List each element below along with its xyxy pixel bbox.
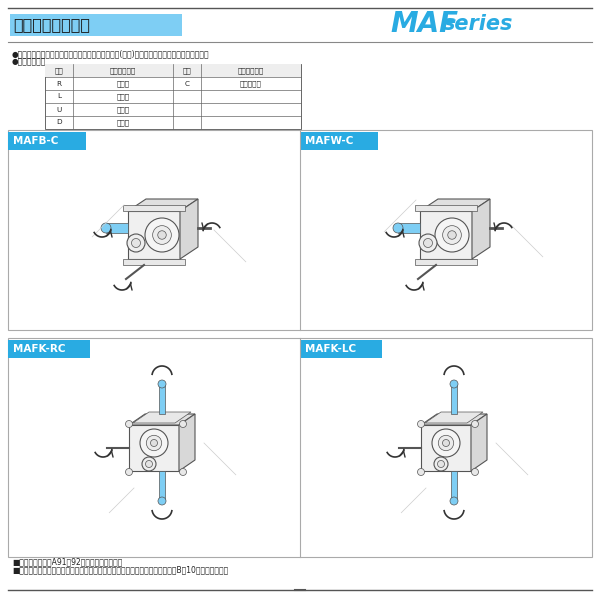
Bar bbox=[128, 211, 180, 259]
Circle shape bbox=[432, 429, 460, 457]
Circle shape bbox=[443, 439, 449, 446]
Bar bbox=[8, 132, 86, 150]
Circle shape bbox=[131, 238, 140, 247]
Circle shape bbox=[179, 469, 187, 475]
Text: MAFW-C: MAFW-C bbox=[305, 136, 353, 146]
Text: 出力軸の方向: 出力軸の方向 bbox=[110, 67, 136, 74]
Polygon shape bbox=[421, 414, 487, 425]
Circle shape bbox=[437, 461, 445, 467]
Text: MAF: MAF bbox=[390, 10, 458, 38]
Circle shape bbox=[125, 469, 133, 475]
Circle shape bbox=[146, 461, 152, 467]
Circle shape bbox=[424, 238, 433, 247]
Circle shape bbox=[472, 421, 479, 427]
Polygon shape bbox=[133, 412, 191, 423]
Text: D: D bbox=[56, 119, 62, 125]
Text: 記号: 記号 bbox=[182, 67, 191, 74]
Bar bbox=[45, 64, 301, 129]
Text: L: L bbox=[57, 94, 61, 100]
Bar bbox=[451, 384, 457, 414]
Text: series: series bbox=[443, 14, 514, 34]
Bar bbox=[415, 205, 477, 211]
Bar bbox=[159, 384, 165, 414]
Polygon shape bbox=[472, 199, 490, 259]
Circle shape bbox=[179, 421, 187, 427]
Bar bbox=[415, 259, 477, 265]
Polygon shape bbox=[179, 414, 195, 471]
Text: MAFK-RC: MAFK-RC bbox=[13, 344, 65, 354]
Text: C: C bbox=[185, 80, 190, 86]
Circle shape bbox=[151, 439, 157, 446]
Circle shape bbox=[158, 380, 166, 388]
Circle shape bbox=[158, 231, 166, 239]
Bar bbox=[300, 340, 382, 358]
Bar bbox=[8, 130, 592, 330]
Text: 上　側: 上 側 bbox=[116, 106, 130, 113]
Circle shape bbox=[101, 223, 111, 233]
Bar bbox=[10, 14, 182, 36]
Bar bbox=[123, 259, 185, 265]
Circle shape bbox=[438, 436, 454, 451]
Bar bbox=[451, 471, 457, 501]
Bar bbox=[300, 132, 378, 150]
Text: 軸配置と回転方向: 軸配置と回転方向 bbox=[13, 17, 90, 32]
Text: ●軸配置は入力軸またはモータを手前にして出力軸(青色)の出ている方向で決定して下さい。: ●軸配置は入力軸またはモータを手前にして出力軸(青色)の出ている方向で決定して下… bbox=[12, 49, 209, 58]
Bar bbox=[420, 211, 472, 259]
Circle shape bbox=[393, 223, 403, 233]
Text: ■軸配置の詳細はA91・92を参照して下さい。: ■軸配置の詳細はA91・92を参照して下さい。 bbox=[12, 557, 122, 566]
Circle shape bbox=[418, 469, 425, 475]
Circle shape bbox=[418, 421, 425, 427]
Circle shape bbox=[448, 231, 456, 239]
Circle shape bbox=[434, 457, 448, 471]
Circle shape bbox=[443, 226, 461, 244]
Circle shape bbox=[125, 421, 133, 427]
Circle shape bbox=[127, 234, 145, 252]
Text: 出力軸直結: 出力軸直結 bbox=[240, 80, 262, 87]
Bar bbox=[398, 223, 420, 233]
Circle shape bbox=[472, 469, 479, 475]
Text: MAFB-C: MAFB-C bbox=[13, 136, 58, 146]
Bar bbox=[8, 340, 90, 358]
Circle shape bbox=[158, 497, 166, 505]
Polygon shape bbox=[420, 199, 490, 211]
Polygon shape bbox=[180, 199, 198, 259]
Circle shape bbox=[145, 218, 179, 252]
Polygon shape bbox=[425, 412, 483, 423]
Circle shape bbox=[419, 234, 437, 252]
Text: 下　側: 下 側 bbox=[116, 119, 130, 126]
Polygon shape bbox=[128, 199, 198, 211]
Text: 出力軸の方向: 出力軸の方向 bbox=[238, 67, 264, 74]
Text: R: R bbox=[56, 80, 62, 86]
Circle shape bbox=[152, 226, 172, 244]
Text: ●軸配置の記号: ●軸配置の記号 bbox=[12, 57, 46, 66]
Text: MAFK-LC: MAFK-LC bbox=[305, 344, 356, 354]
Bar bbox=[129, 425, 179, 471]
Text: U: U bbox=[56, 107, 62, 113]
Circle shape bbox=[146, 436, 162, 451]
Circle shape bbox=[450, 497, 458, 505]
Bar bbox=[123, 205, 185, 211]
Polygon shape bbox=[471, 414, 487, 471]
Bar bbox=[106, 223, 128, 233]
Bar bbox=[8, 338, 592, 557]
Text: ■特殊な取付状態については、当社へお問い合わせ下さい。なお、参考としてB－10をご覧下さい。: ■特殊な取付状態については、当社へお問い合わせ下さい。なお、参考としてB－10を… bbox=[12, 565, 228, 574]
Text: 左　側: 左 側 bbox=[116, 93, 130, 100]
Circle shape bbox=[450, 380, 458, 388]
Circle shape bbox=[140, 429, 168, 457]
Bar bbox=[421, 425, 471, 471]
Circle shape bbox=[435, 218, 469, 252]
Text: 記号: 記号 bbox=[55, 67, 64, 74]
Bar bbox=[159, 471, 165, 501]
Circle shape bbox=[142, 457, 156, 471]
Polygon shape bbox=[129, 414, 195, 425]
Text: 右　側: 右 側 bbox=[116, 80, 130, 87]
Bar bbox=[45, 64, 301, 77]
